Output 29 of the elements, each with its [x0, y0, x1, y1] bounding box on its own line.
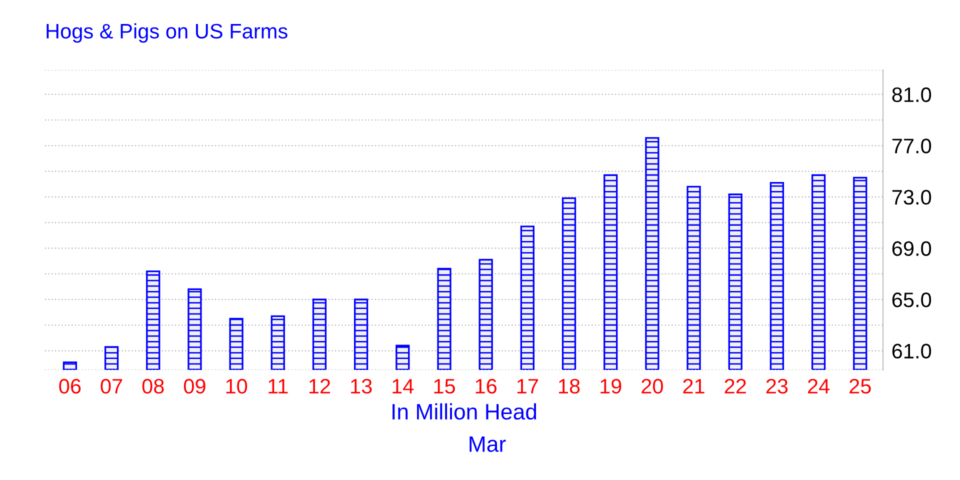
x-tick-label: 12 — [309, 378, 330, 394]
x-tick-label: 13 — [351, 378, 372, 394]
x-tick-label: 14 — [392, 379, 414, 394]
x-tick-label: 08 — [142, 378, 164, 394]
x-tick-label: 17 — [517, 379, 538, 394]
x-tick-label: 21 — [683, 378, 704, 394]
x-tick-label: 07 — [100, 378, 122, 394]
x-tick-label: 10 — [226, 378, 248, 394]
x-tick-label: 16 — [476, 378, 497, 394]
x-axis-title: In Million Head — [392, 403, 536, 420]
y-tick-label: 73.0 — [892, 190, 932, 205]
y-tick-label: 81.0 — [892, 87, 932, 102]
y-tick-label: 65.0 — [892, 292, 932, 308]
y-tick-label: 61.0 — [892, 344, 932, 359]
x-tick-label: 06 — [59, 378, 81, 394]
x-tick-label: 18 — [559, 378, 580, 394]
x-tick-label: 23 — [766, 378, 788, 394]
x-tick-label: 24 — [808, 378, 830, 394]
y-tick-label: 69.0 — [892, 241, 932, 256]
x-tick-label: 09 — [184, 378, 206, 394]
x-tick-label: 22 — [724, 378, 746, 394]
x-tick-label: 15 — [434, 379, 455, 394]
x-tick-label: 11 — [268, 379, 288, 394]
x-tick-label: 19 — [600, 378, 622, 394]
text: Mar — [470, 436, 506, 452]
x-tick-label: 20 — [642, 378, 663, 394]
x-tick-label: 25 — [850, 378, 871, 394]
y-tick-label: 77.0 — [892, 138, 932, 154]
chart-title: Hogs & Pigs on US Farms — [46, 23, 288, 43]
